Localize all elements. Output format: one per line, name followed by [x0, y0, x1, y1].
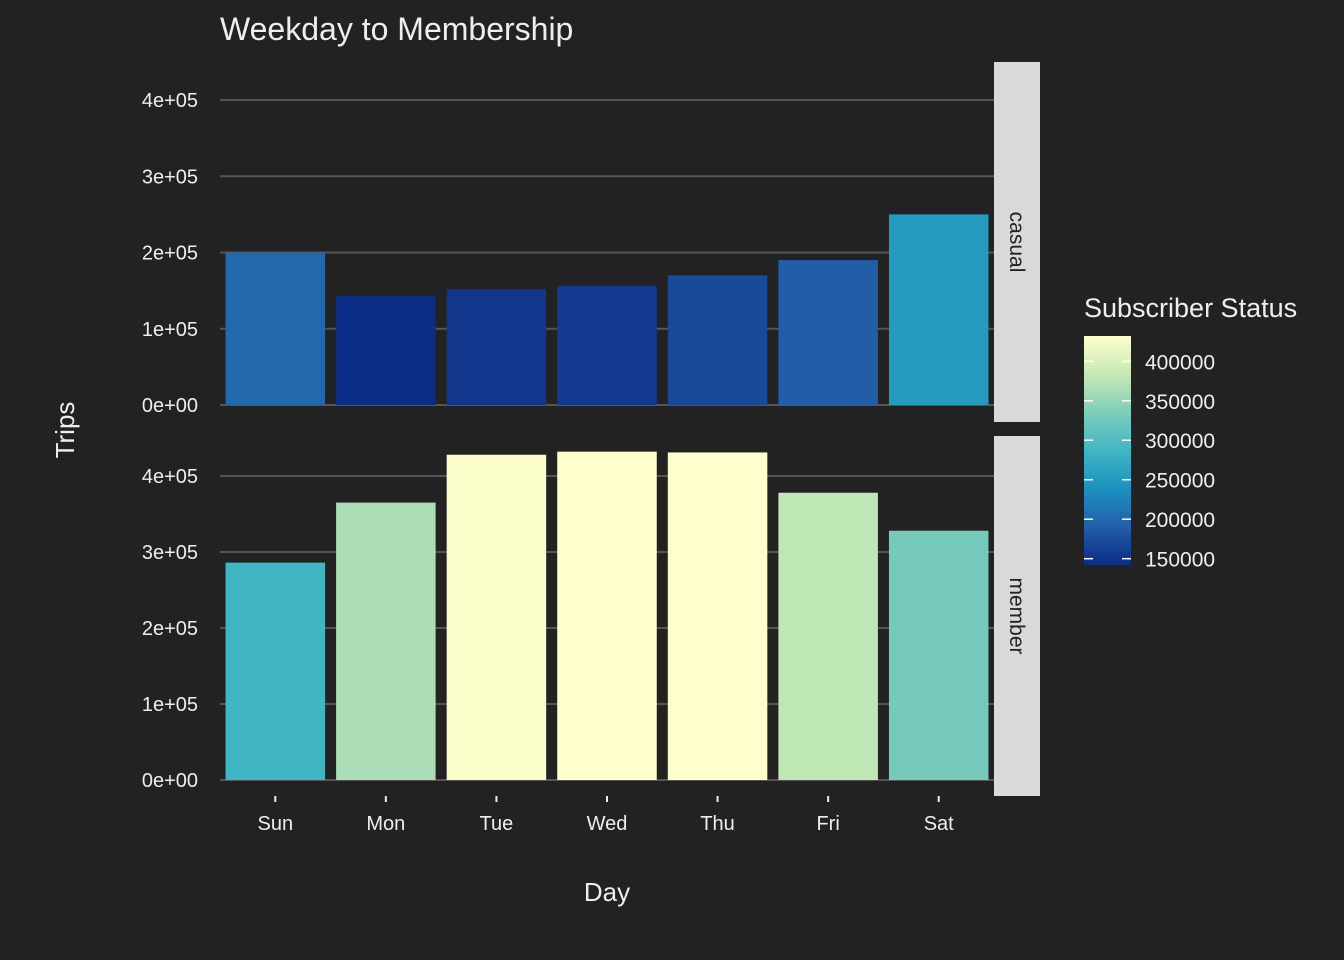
y-tick-label: 1e+05	[142, 319, 198, 341]
bar-casual-sun	[225, 252, 326, 405]
legend-tick-label: 350000	[1145, 391, 1215, 414]
bar-casual-tue	[446, 289, 547, 405]
x-tick-label: Thu	[700, 813, 734, 835]
x-tick-label: Sat	[924, 813, 954, 835]
facet-strip-label: casual	[1005, 212, 1028, 273]
legend-tick-label: 250000	[1145, 470, 1215, 493]
legend-title: Subscriber Status	[1084, 293, 1297, 323]
y-tick-label: 2e+05	[142, 618, 198, 640]
bar-casual-thu	[667, 275, 768, 405]
y-tick-label: 0e+00	[142, 770, 198, 792]
facet-strip	[994, 62, 1040, 422]
facet-strip	[994, 436, 1040, 796]
y-axis-title: Trips	[50, 402, 80, 459]
bar-member-sat	[888, 530, 989, 780]
y-tick-label: 0e+00	[142, 395, 198, 417]
x-axis-title: Day	[584, 877, 630, 907]
legend-colorbar	[1084, 336, 1131, 565]
x-tick-label: Fri	[816, 813, 839, 835]
bar-casual-wed	[557, 286, 657, 405]
bar-casual-sat	[888, 214, 989, 405]
bar-casual-fri	[778, 260, 878, 405]
bar-member-thu	[667, 452, 768, 780]
x-tick-label: Mon	[366, 813, 405, 835]
x-tick-label: Wed	[587, 813, 628, 835]
x-tick-label: Tue	[480, 813, 514, 835]
legend: Subscriber Status 150000 200000 250000 3000…	[1084, 293, 1297, 572]
bar-member-wed	[557, 451, 657, 780]
bar-member-sun	[225, 562, 326, 780]
bar-member-mon	[336, 502, 436, 780]
y-tick-label: 4e+05	[142, 90, 198, 112]
facet-strip-label: member	[1005, 577, 1028, 654]
y-tick-label: 1e+05	[142, 694, 198, 716]
legend-tick-label: 300000	[1145, 430, 1215, 453]
bar-member-fri	[778, 492, 878, 780]
facet-panels: 0e+00 1e+05 2e+05 3e+05 4e+05 casual 0e+00 1e+0…	[142, 62, 1040, 796]
legend-tick-label: 400000	[1145, 351, 1215, 374]
legend-ticks: 150000 200000 250000 300000 350000 400000	[1084, 351, 1215, 572]
legend-tick-label: 200000	[1145, 509, 1215, 532]
y-tick-label: 4e+05	[142, 466, 198, 488]
facet-panel-member: 0e+00 1e+05 2e+05 3e+05 4e+05 member	[142, 436, 1040, 796]
y-tick-label: 2e+05	[142, 243, 198, 265]
legend-tick-label: 150000	[1145, 549, 1215, 572]
bar-member-tue	[446, 454, 547, 780]
chart-title: Weekday to Membership	[220, 11, 573, 47]
x-axis: Sun Mon Tue Wed Thu Fri Sat	[257, 796, 954, 835]
y-tick-label: 3e+05	[142, 166, 198, 188]
bar-casual-mon	[336, 295, 436, 405]
y-tick-label: 3e+05	[142, 542, 198, 564]
x-tick-label: Sun	[257, 813, 293, 835]
facet-panel-casual: 0e+00 1e+05 2e+05 3e+05 4e+05 casual	[142, 62, 1040, 422]
